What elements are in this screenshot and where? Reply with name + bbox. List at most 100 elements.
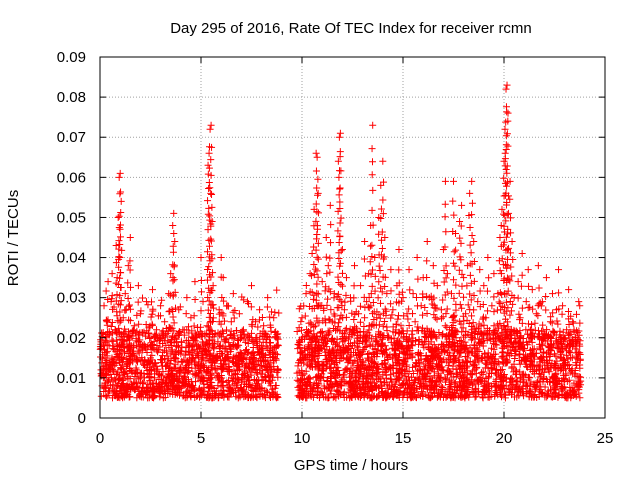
data-point bbox=[345, 389, 353, 397]
data-point bbox=[217, 378, 225, 386]
data-point bbox=[422, 333, 430, 341]
data-point bbox=[555, 266, 563, 274]
data-point bbox=[155, 381, 163, 389]
data-point bbox=[184, 363, 192, 371]
data-point bbox=[552, 337, 560, 345]
data-point bbox=[368, 241, 376, 249]
data-point bbox=[546, 318, 554, 326]
data-point bbox=[254, 323, 262, 331]
y-tick-label: 0.04 bbox=[57, 250, 86, 267]
data-point bbox=[143, 348, 151, 356]
data-point bbox=[441, 200, 449, 208]
data-point bbox=[154, 382, 162, 390]
data-point bbox=[550, 341, 558, 349]
data-point bbox=[327, 239, 335, 247]
data-point bbox=[179, 382, 187, 390]
data-point bbox=[337, 167, 345, 175]
data-point bbox=[138, 388, 146, 396]
data-point bbox=[202, 357, 210, 365]
data-point bbox=[299, 378, 307, 386]
data-point bbox=[139, 294, 147, 302]
data-point bbox=[504, 142, 512, 150]
data-point bbox=[428, 300, 436, 308]
data-point bbox=[326, 268, 334, 276]
data-point bbox=[273, 351, 281, 359]
data-point bbox=[258, 314, 266, 322]
data-point bbox=[440, 367, 448, 375]
data-point bbox=[455, 289, 463, 297]
data-point bbox=[336, 184, 344, 192]
data-point bbox=[242, 346, 250, 354]
data-point bbox=[556, 353, 564, 361]
data-point bbox=[194, 372, 202, 380]
data-point bbox=[445, 361, 453, 369]
data-point bbox=[211, 390, 219, 398]
data-point bbox=[158, 356, 166, 364]
data-point bbox=[306, 388, 314, 396]
data-point bbox=[575, 331, 583, 339]
data-point bbox=[361, 314, 369, 322]
data-point bbox=[466, 271, 474, 279]
data-point bbox=[197, 323, 205, 331]
data-point bbox=[265, 377, 273, 385]
data-point bbox=[534, 262, 542, 270]
data-point bbox=[535, 363, 543, 371]
data-point bbox=[472, 324, 480, 332]
data-point bbox=[97, 392, 105, 400]
data-point bbox=[327, 306, 335, 314]
data-point bbox=[259, 350, 267, 358]
data-point bbox=[159, 327, 167, 335]
data-point bbox=[507, 307, 515, 315]
data-point bbox=[169, 242, 177, 250]
data-point bbox=[483, 287, 491, 295]
data-point bbox=[180, 373, 188, 381]
data-point bbox=[116, 240, 124, 248]
data-point bbox=[419, 311, 427, 319]
data-point bbox=[297, 371, 305, 379]
data-point bbox=[103, 347, 111, 355]
data-point bbox=[171, 373, 179, 381]
data-point bbox=[368, 145, 376, 153]
data-point bbox=[307, 327, 315, 335]
data-point bbox=[142, 390, 150, 398]
data-point bbox=[457, 338, 465, 346]
data-point bbox=[115, 173, 123, 181]
data-point bbox=[246, 364, 254, 372]
data-point bbox=[338, 246, 346, 254]
data-point bbox=[450, 379, 458, 387]
data-point bbox=[362, 364, 370, 372]
data-point bbox=[421, 376, 429, 384]
data-point bbox=[267, 342, 275, 350]
data-point bbox=[500, 174, 508, 182]
data-point bbox=[491, 340, 499, 348]
data-point bbox=[472, 369, 480, 377]
data-point bbox=[416, 379, 424, 387]
data-point bbox=[229, 308, 237, 316]
data-point bbox=[350, 315, 358, 323]
data-point bbox=[181, 351, 189, 359]
data-point bbox=[388, 311, 396, 319]
data-point bbox=[318, 328, 326, 336]
data-point bbox=[566, 330, 574, 338]
data-point bbox=[209, 359, 217, 367]
data-point bbox=[228, 358, 236, 366]
data-point bbox=[141, 356, 149, 364]
data-point bbox=[169, 221, 177, 229]
data-point bbox=[253, 361, 261, 369]
data-point bbox=[154, 312, 162, 320]
data-point bbox=[414, 275, 422, 283]
data-point bbox=[268, 376, 276, 384]
data-point bbox=[231, 381, 239, 389]
data-point bbox=[423, 273, 431, 281]
data-point bbox=[439, 366, 447, 374]
data-point bbox=[458, 304, 466, 312]
data-point bbox=[264, 294, 272, 302]
data-point bbox=[237, 385, 245, 393]
data-point bbox=[174, 341, 182, 349]
data-point bbox=[232, 370, 240, 378]
data-point bbox=[464, 301, 472, 309]
data-point bbox=[230, 341, 238, 349]
data-point bbox=[254, 357, 262, 365]
data-point bbox=[215, 331, 223, 339]
data-point bbox=[539, 365, 547, 373]
